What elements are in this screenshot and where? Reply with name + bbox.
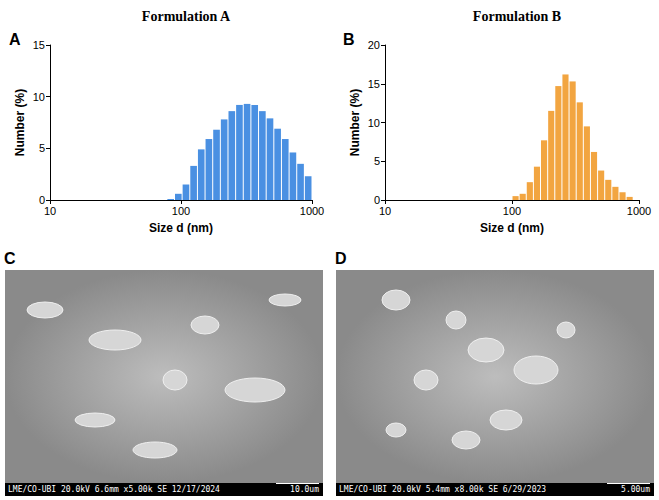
svg-text:B: B — [343, 31, 355, 48]
svg-text:0: 0 — [38, 194, 45, 206]
svg-text:100: 100 — [503, 205, 521, 217]
svg-text:Number (%): Number (%) — [13, 89, 27, 156]
svg-text:1000: 1000 — [627, 205, 651, 217]
svg-text:15: 15 — [368, 78, 380, 90]
svg-text:0: 0 — [373, 194, 380, 206]
svg-text:Size d (nm): Size d (nm) — [149, 221, 213, 235]
html-text:5.00um: 5.00um — [621, 485, 650, 494]
svg-text:10: 10 — [368, 117, 380, 129]
svg-text:15: 15 — [33, 39, 45, 51]
html-text:D: D — [335, 250, 347, 267]
svg-text:Formulation B: Formulation B — [473, 9, 561, 24]
html-text:LME/CO-UBI 20.0kV 5.4mm x8.00k: LME/CO-UBI 20.0kV 5.4mm x8.00k SE 6/29/2… — [339, 485, 547, 494]
svg-text:5: 5 — [39, 142, 45, 154]
html-text:10.0um: 10.0um — [290, 485, 319, 494]
svg-text:5: 5 — [374, 155, 380, 167]
html-text:C: C — [4, 250, 16, 267]
svg-text:10: 10 — [33, 91, 45, 103]
html-text:LME/CO-UBI 20.0kV 6.6mm x5.00k: LME/CO-UBI 20.0kV 6.6mm x5.00k SE 12/17/… — [8, 485, 220, 494]
svg-text:10: 10 — [379, 205, 391, 217]
svg-text:Formulation A: Formulation A — [142, 9, 231, 24]
svg-text:1000: 1000 — [300, 205, 324, 217]
svg-text:Number (%): Number (%) — [348, 89, 362, 156]
svg-text:10: 10 — [44, 205, 56, 217]
svg-text:100: 100 — [172, 205, 190, 217]
svg-text:Size d (nm): Size d (nm) — [480, 221, 544, 235]
svg-text:A: A — [9, 31, 21, 48]
svg-text:20: 20 — [368, 39, 380, 51]
